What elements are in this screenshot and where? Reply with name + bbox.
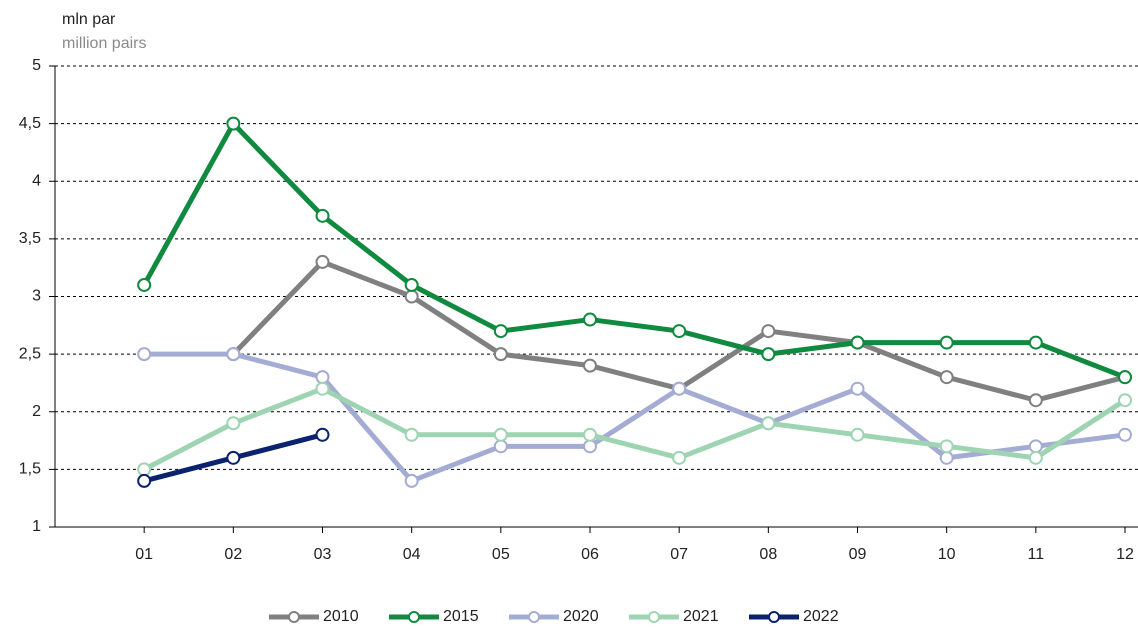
x-tick-label: 01 (135, 546, 153, 563)
point-marker (404, 289, 419, 304)
point-marker (761, 324, 776, 339)
x-tick-label: 12 (1116, 546, 1134, 563)
x-tick-label: 06 (581, 546, 599, 563)
point-marker (404, 277, 419, 292)
x-tick-label: 02 (224, 546, 242, 563)
point-marker (583, 358, 597, 373)
y-tick-label: 3,5 (19, 230, 41, 247)
legend-label: 2015 (443, 608, 479, 625)
point-marker (137, 473, 152, 488)
point-marker (672, 450, 687, 465)
legend-marker (768, 611, 780, 623)
x-tick-label: 07 (670, 546, 688, 563)
point-marker (315, 208, 330, 223)
y-tick-label: 1 (32, 518, 41, 535)
x-tick-label: 09 (849, 546, 867, 563)
point-marker (850, 427, 865, 442)
point-marker (583, 439, 597, 454)
point-marker (137, 347, 152, 362)
point-marker (1118, 393, 1132, 408)
point-marker (761, 416, 776, 431)
point-marker (672, 324, 687, 339)
y-tick-label: 4,5 (19, 115, 41, 132)
point-marker (583, 312, 597, 327)
x-tick-label: 03 (314, 546, 332, 563)
point-marker (404, 427, 419, 442)
series-line (144, 351, 1126, 484)
x-tick-label: 10 (938, 546, 956, 563)
point-marker (939, 335, 954, 350)
y-tick-label: 2 (32, 403, 41, 420)
x-tick-label: 11 (1028, 546, 1045, 563)
legend-marker (408, 611, 420, 623)
point-marker (226, 347, 241, 362)
point-marker (761, 347, 776, 362)
x-tick-label: 05 (492, 546, 510, 563)
y-tick-label: 1,5 (19, 461, 41, 478)
point-marker (137, 462, 152, 477)
legend-label: 2010 (323, 608, 359, 625)
point-marker (137, 277, 152, 292)
point-marker (226, 450, 241, 465)
point-marker (404, 473, 419, 488)
x-tick-label: 04 (403, 546, 421, 563)
point-marker (672, 381, 687, 396)
y-tick-label: 3 (32, 288, 41, 305)
y-tick-label: 2,5 (19, 345, 41, 362)
point-marker (850, 381, 865, 396)
point-marker (850, 335, 865, 350)
point-marker (939, 450, 954, 465)
legend-marker (528, 611, 540, 623)
point-marker (1118, 427, 1132, 442)
point-marker (226, 416, 241, 431)
point-marker (583, 427, 597, 442)
point-marker (1118, 370, 1132, 385)
point-marker (226, 116, 241, 131)
point-marker (315, 254, 330, 269)
point-marker (315, 427, 330, 442)
legend-label: 2021 (683, 608, 719, 625)
legend-marker (648, 611, 660, 623)
point-marker (1028, 393, 1043, 408)
point-marker (493, 347, 508, 362)
legend-label: 2022 (803, 608, 839, 625)
point-marker (1028, 450, 1043, 465)
point-marker (315, 381, 330, 396)
y-axis-label: mln par (62, 11, 116, 28)
legend-label: 2020 (563, 608, 599, 625)
point-marker (493, 324, 508, 339)
y-tick-label: 5 (32, 57, 41, 74)
y-tick-label: 4 (32, 172, 41, 189)
x-tick-label: 08 (759, 546, 777, 563)
point-marker (1028, 439, 1043, 454)
series-line (141, 121, 1126, 380)
legend-marker (288, 611, 300, 623)
point-marker (493, 427, 508, 442)
point-marker (939, 370, 954, 385)
point-marker (939, 439, 954, 454)
point-marker (315, 370, 330, 385)
series-line (143, 386, 1127, 472)
y-axis-sublabel: million pairs (62, 35, 146, 52)
point-marker (493, 439, 508, 454)
point-marker (1028, 335, 1043, 350)
